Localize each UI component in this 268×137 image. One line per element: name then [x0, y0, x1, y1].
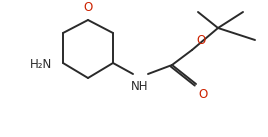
Text: NH: NH [131, 80, 149, 93]
Text: O: O [83, 1, 93, 14]
Text: O: O [198, 88, 207, 101]
Text: H₂N: H₂N [30, 58, 52, 72]
Text: O: O [196, 34, 205, 47]
